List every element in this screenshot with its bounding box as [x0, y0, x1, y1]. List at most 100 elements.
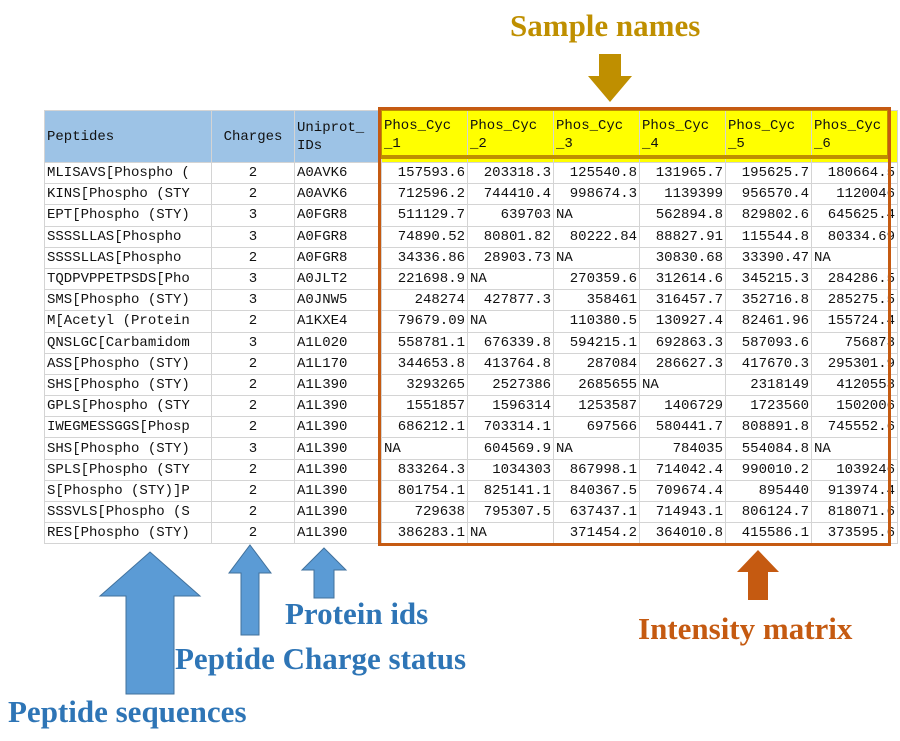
peptide-cell[interactable]: TQDPVPPETPSDS[Pho	[44, 267, 212, 291]
sample-header[interactable]: Phos_Cyc _3	[553, 110, 640, 163]
peptide-cell[interactable]: GPLS[Phospho (STY	[44, 395, 212, 418]
uniprot-cell[interactable]: A1KXE4	[294, 310, 382, 333]
uniprot-cell[interactable]: A1L390	[294, 373, 382, 397]
intensity-cell[interactable]: 990010.2	[725, 458, 812, 481]
peptide-cell[interactable]: MLISAVS[Phospho (	[44, 161, 212, 185]
uniprot-cell[interactable]: A1L390	[294, 395, 382, 418]
intensity-cell[interactable]: 80334.69	[811, 225, 898, 248]
column-header[interactable]: Charges	[211, 110, 295, 163]
intensity-cell[interactable]: 2527386	[467, 373, 554, 397]
intensity-cell[interactable]: 415586.1	[725, 522, 812, 545]
intensity-cell[interactable]: 686212.1	[381, 416, 468, 439]
intensity-cell[interactable]: 312614.6	[639, 267, 726, 291]
intensity-cell[interactable]: 284286.5	[811, 267, 898, 291]
peptide-cell[interactable]: SPLS[Phospho (STY	[44, 458, 212, 481]
charge-cell[interactable]: 2	[211, 458, 295, 481]
intensity-cell[interactable]: 180664.5	[811, 161, 898, 185]
charge-cell[interactable]: 3	[211, 225, 295, 248]
charge-cell[interactable]: 3	[211, 437, 295, 460]
uniprot-cell[interactable]: A0FGR8	[294, 225, 382, 248]
intensity-cell[interactable]: 784035	[639, 437, 726, 460]
intensity-cell[interactable]: 714943.1	[639, 500, 726, 524]
intensity-cell[interactable]: 131965.7	[639, 161, 726, 185]
charge-cell[interactable]: 3	[211, 267, 295, 291]
intensity-cell[interactable]: 155724.4	[811, 310, 898, 333]
peptide-cell[interactable]: SHS[Phospho (STY)	[44, 373, 212, 397]
charge-cell[interactable]: 2	[211, 246, 295, 269]
peptide-cell[interactable]: ASS[Phospho (STY)	[44, 352, 212, 375]
intensity-cell[interactable]: 729638	[381, 500, 468, 524]
peptide-cell[interactable]: EPT[Phospho (STY)	[44, 204, 212, 227]
intensity-cell[interactable]: 833264.3	[381, 458, 468, 481]
uniprot-cell[interactable]: A0AVK6	[294, 183, 382, 206]
intensity-cell[interactable]: 1039246	[811, 458, 898, 481]
intensity-cell[interactable]: 3293265	[381, 373, 468, 397]
peptide-cell[interactable]: RES[Phospho (STY)	[44, 522, 212, 545]
uniprot-cell[interactable]: A1L390	[294, 479, 382, 503]
intensity-cell[interactable]: 587093.6	[725, 331, 812, 354]
peptide-cell[interactable]: SSSSLLAS[Phospho	[44, 246, 212, 269]
intensity-cell[interactable]: 358461	[553, 289, 640, 312]
peptide-cell[interactable]: SSSSLLAS[Phospho	[44, 225, 212, 248]
charge-cell[interactable]: 2	[211, 310, 295, 333]
uniprot-cell[interactable]: A0JNW5	[294, 289, 382, 312]
intensity-cell[interactable]: 287084	[553, 352, 640, 375]
charge-cell[interactable]: 3	[211, 289, 295, 312]
column-header[interactable]: Uniprot_ IDs	[294, 110, 382, 163]
intensity-cell[interactable]: 712596.2	[381, 183, 468, 206]
intensity-cell[interactable]: 795307.5	[467, 500, 554, 524]
intensity-cell[interactable]: 386283.1	[381, 522, 468, 545]
intensity-cell[interactable]: 221698.9	[381, 267, 468, 291]
intensity-cell[interactable]: 1596314	[467, 395, 554, 418]
peptide-cell[interactable]: SSSVLS[Phospho (S	[44, 500, 212, 524]
column-header[interactable]: Peptides	[44, 110, 212, 163]
uniprot-cell[interactable]: A1L020	[294, 331, 382, 354]
intensity-cell[interactable]: 1723560	[725, 395, 812, 418]
intensity-cell[interactable]: 692863.3	[639, 331, 726, 354]
peptide-cell[interactable]: KINS[Phospho (STY	[44, 183, 212, 206]
sample-header[interactable]: Phos_Cyc _4	[639, 110, 726, 163]
intensity-cell[interactable]: 4120553	[811, 373, 898, 397]
uniprot-cell[interactable]: A0AVK6	[294, 161, 382, 185]
charge-cell[interactable]: 2	[211, 522, 295, 545]
charge-cell[interactable]: 2	[211, 500, 295, 524]
peptide-cell[interactable]: IWEGMESSGGS[Phosp	[44, 416, 212, 439]
charge-cell[interactable]: 2	[211, 373, 295, 397]
uniprot-cell[interactable]: A1L390	[294, 500, 382, 524]
uniprot-cell[interactable]: A1L170	[294, 352, 382, 375]
sample-header[interactable]: Phos_Cyc _6	[811, 110, 898, 163]
intensity-cell[interactable]: 295301.9	[811, 352, 898, 375]
intensity-cell[interactable]: 676339.8	[467, 331, 554, 354]
intensity-cell[interactable]: 286627.3	[639, 352, 726, 375]
intensity-cell[interactable]: 1034303	[467, 458, 554, 481]
charge-cell[interactable]: 3	[211, 204, 295, 227]
uniprot-cell[interactable]: A1L390	[294, 416, 382, 439]
peptide-cell[interactable]: S[Phospho (STY)]P	[44, 479, 212, 503]
intensity-cell[interactable]: 82461.96	[725, 310, 812, 333]
intensity-cell[interactable]: 352716.8	[725, 289, 812, 312]
intensity-cell[interactable]: 998674.3	[553, 183, 640, 206]
sample-header[interactable]: Phos_Cyc _2	[467, 110, 554, 163]
intensity-cell[interactable]: NA	[553, 246, 640, 269]
intensity-cell[interactable]: 30830.68	[639, 246, 726, 269]
intensity-cell[interactable]: 808891.8	[725, 416, 812, 439]
intensity-cell[interactable]: 345215.3	[725, 267, 812, 291]
uniprot-cell[interactable]: A1L390	[294, 437, 382, 460]
peptide-cell[interactable]: SHS[Phospho (STY)	[44, 437, 212, 460]
intensity-cell[interactable]: 594215.1	[553, 331, 640, 354]
intensity-cell[interactable]: 913974.4	[811, 479, 898, 503]
uniprot-cell[interactable]: A0FGR8	[294, 246, 382, 269]
intensity-cell[interactable]: NA	[467, 267, 554, 291]
intensity-cell[interactable]: 1406729	[639, 395, 726, 418]
intensity-cell[interactable]: 645625.4	[811, 204, 898, 227]
charge-cell[interactable]: 3	[211, 331, 295, 354]
peptide-cell[interactable]: M[Acetyl (Protein	[44, 310, 212, 333]
intensity-cell[interactable]: 818071.6	[811, 500, 898, 524]
uniprot-cell[interactable]: A1L390	[294, 522, 382, 545]
intensity-cell[interactable]: 417670.3	[725, 352, 812, 375]
charge-cell[interactable]: 2	[211, 161, 295, 185]
uniprot-cell[interactable]: A1L390	[294, 458, 382, 481]
charge-cell[interactable]: 2	[211, 183, 295, 206]
charge-cell[interactable]: 2	[211, 395, 295, 418]
intensity-cell[interactable]: 2318149	[725, 373, 812, 397]
